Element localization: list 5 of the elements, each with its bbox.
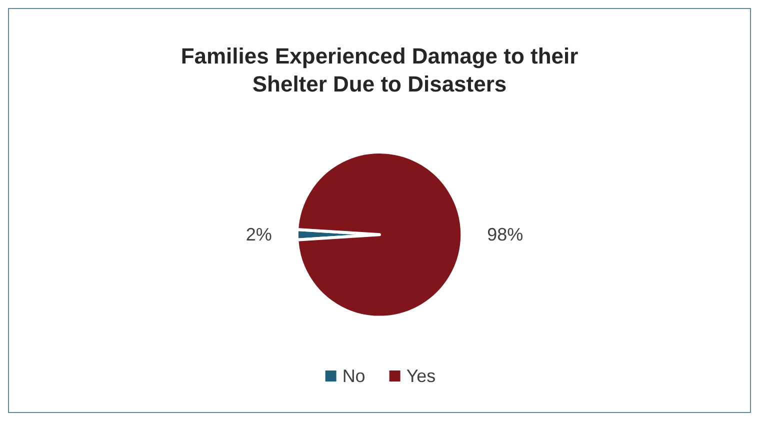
- legend-label: Yes: [406, 366, 436, 386]
- data-label: 2%: [246, 224, 272, 245]
- legend-label: No: [342, 366, 366, 386]
- data-label: 98%: [487, 224, 524, 245]
- chart-title: Families Experienced Damage to their Shelter Due to Disasters: [180, 44, 579, 96]
